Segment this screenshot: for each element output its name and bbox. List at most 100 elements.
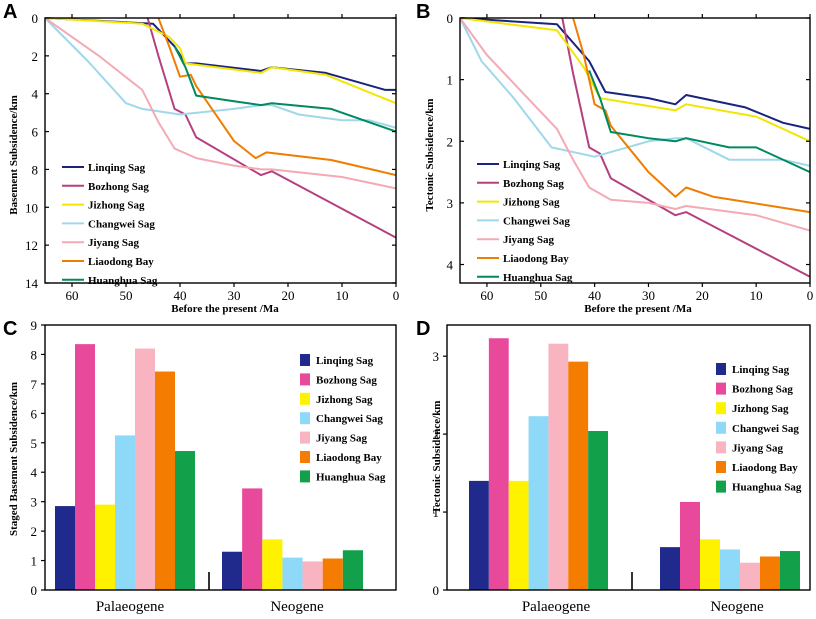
bar-linqing-sag bbox=[660, 547, 680, 590]
legend-swatch bbox=[716, 363, 726, 375]
y-tick-label: 2 bbox=[32, 49, 39, 64]
y-tick-label: 2 bbox=[31, 524, 38, 539]
bar-liaodong-bay bbox=[568, 361, 589, 590]
y-tick-label: 4 bbox=[31, 465, 38, 480]
legend-label: Liaodong Bay bbox=[503, 253, 569, 265]
legend-swatch bbox=[716, 382, 726, 395]
legend-label: Liaodong Bay bbox=[732, 462, 798, 474]
y-tick-label: 9 bbox=[31, 318, 38, 333]
legend-label: Bozhong Sag bbox=[88, 181, 149, 193]
legend-label: Huanghua Sag bbox=[316, 471, 386, 483]
legend-swatch bbox=[716, 402, 726, 415]
x-tick-label: 60 bbox=[480, 288, 493, 303]
y-tick-label: 2 bbox=[433, 427, 440, 442]
y-tick-label: 0 bbox=[447, 11, 454, 26]
x-tick-label: 30 bbox=[228, 288, 241, 303]
panel-d: D Palaeogene Neogene 0 1 2 3 Tectonic Subsidenc… bbox=[416, 318, 811, 615]
y-tick-label: 8 bbox=[32, 162, 39, 177]
legend-label: Huanghua Sag bbox=[88, 275, 158, 287]
series-line-changwei-sag bbox=[459, 17, 811, 167]
category-label: Neogene bbox=[270, 599, 324, 615]
y-tick-label: 1 bbox=[31, 554, 38, 569]
panel-b: B 60 50 40 30 20 10 0 0 1 2 3 4 Before the present /M… bbox=[416, 1, 813, 315]
category-label: Neogene bbox=[710, 599, 764, 615]
legend-swatch bbox=[300, 451, 310, 463]
x-tick-label: 60 bbox=[66, 288, 79, 303]
legend-label: Changwei Sag bbox=[88, 218, 155, 230]
legend-label: Jiyang Sag bbox=[316, 433, 368, 445]
x-tick-label: 40 bbox=[174, 288, 187, 303]
bar-huanghua-sag bbox=[588, 431, 608, 590]
x-tick-label: 20 bbox=[282, 288, 295, 303]
series-line-bozhong-sag bbox=[561, 17, 811, 278]
y-axis-title: Basement Subsidence/km bbox=[8, 95, 20, 215]
bar-bozhong-sag bbox=[242, 488, 263, 590]
panel-c: C Palaeogene Neogene 0 1 2 3 4 5 6 7 8 9 Staged Basem… bbox=[3, 318, 397, 615]
legend-swatch bbox=[300, 354, 310, 366]
y-tick-label: 3 bbox=[433, 349, 440, 364]
x-tick-label: 10 bbox=[336, 288, 349, 303]
y-tick-label: 3 bbox=[447, 196, 454, 211]
bar-huanghua-sag bbox=[342, 550, 363, 590]
panel-letter: A bbox=[3, 1, 17, 23]
bar-changwei-sag bbox=[282, 557, 303, 590]
x-tick-label: 0 bbox=[393, 288, 400, 303]
bar-liaodong-bay bbox=[760, 556, 780, 590]
plot-frame bbox=[44, 324, 397, 591]
x-tick-label: 0 bbox=[807, 288, 814, 303]
legend-label: Jizhong Sag bbox=[316, 394, 373, 406]
x-axis-title: Before the present /Ma bbox=[171, 303, 279, 315]
legend-label: Jiyang Sag bbox=[88, 237, 140, 249]
x-tick-label: 50 bbox=[534, 288, 547, 303]
bar-liaodong-bay bbox=[155, 371, 175, 590]
plot-frame bbox=[446, 324, 811, 591]
bar-linqing-sag bbox=[55, 506, 75, 590]
bar-changwei-sag bbox=[528, 416, 549, 590]
x-tick-label: 40 bbox=[588, 288, 601, 303]
legend-label: Linqing Sag bbox=[88, 162, 146, 174]
y-axis-title: Tectonic Subsidence/km bbox=[424, 99, 436, 212]
series-line-jiyang-sag bbox=[459, 17, 811, 232]
bar-linqing-sag bbox=[469, 480, 489, 590]
series-line-jizhong-sag bbox=[459, 17, 811, 143]
x-tick-label: 10 bbox=[750, 288, 763, 303]
legend-label: Changwei Sag bbox=[316, 413, 383, 425]
category-label: Palaeogene bbox=[522, 599, 591, 615]
y-tick-label: 3 bbox=[31, 495, 38, 510]
panel-letter: B bbox=[416, 1, 430, 23]
series-line-changwei-sag bbox=[44, 17, 397, 129]
legend-label: Huanghua Sag bbox=[503, 272, 573, 284]
legend-swatch bbox=[716, 461, 726, 473]
panel-letter: C bbox=[3, 318, 17, 340]
series-line-liaodong-bay bbox=[157, 17, 397, 177]
y-tick-label: 4 bbox=[32, 87, 39, 102]
panel-letter: D bbox=[416, 318, 430, 340]
legend-label: Liaodong Bay bbox=[88, 256, 154, 268]
legend-label: Liaodong Bay bbox=[316, 452, 382, 464]
legend-swatch bbox=[300, 392, 310, 405]
legend-swatch bbox=[716, 441, 726, 454]
bar-bozhong-sag bbox=[75, 344, 95, 590]
y-tick-label: 14 bbox=[25, 276, 39, 291]
bar-changwei-sag bbox=[115, 435, 135, 590]
category-label: Palaeogene bbox=[96, 599, 165, 615]
x-tick-label: 50 bbox=[120, 288, 133, 303]
legend-label: Bozhong Sag bbox=[503, 178, 564, 190]
y-tick-label: 0 bbox=[32, 11, 39, 26]
y-axis-title: Tectonic Subsidence/km bbox=[431, 401, 443, 514]
bar-jizhong-sag bbox=[700, 539, 720, 590]
y-axis-title: Staged Basement Subsidence/km bbox=[8, 382, 20, 536]
legend-label: Bozhong Sag bbox=[316, 374, 377, 386]
plot-frame bbox=[459, 17, 811, 284]
bar-liaodong-bay bbox=[322, 558, 343, 590]
bar-jiyang-sag bbox=[135, 348, 155, 590]
legend-label: Huanghua Sag bbox=[732, 482, 802, 494]
y-tick-label: 12 bbox=[25, 238, 38, 253]
y-tick-label: 5 bbox=[31, 436, 38, 451]
y-tick-label: 4 bbox=[447, 258, 454, 273]
y-tick-label: 1 bbox=[433, 505, 440, 520]
y-tick-label: 0 bbox=[31, 583, 38, 598]
legend-label: Linqing Sag bbox=[316, 355, 374, 367]
series-line-liaodong-bay bbox=[572, 17, 811, 214]
